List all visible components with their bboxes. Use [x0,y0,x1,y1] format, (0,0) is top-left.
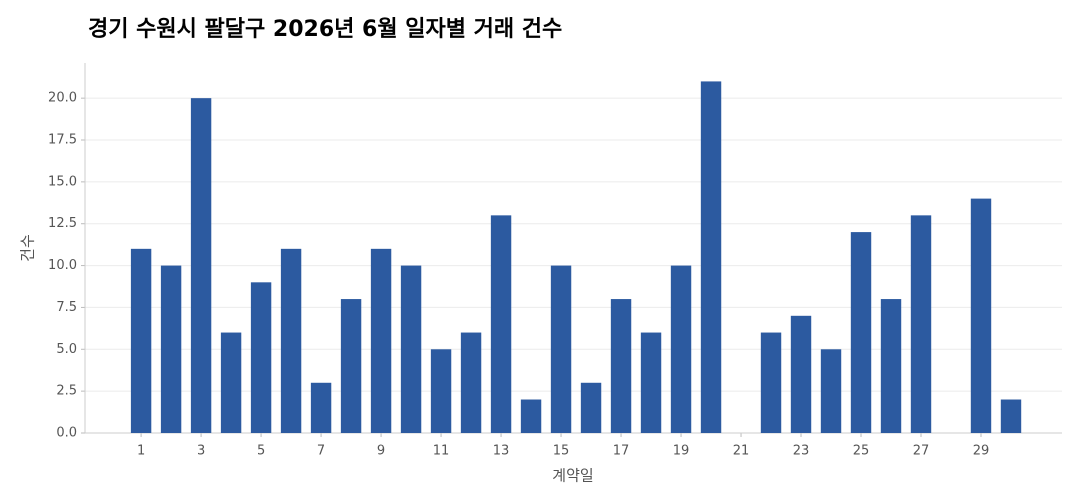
y-tick-label: 0.0 [56,426,77,441]
x-tick-label: 17 [613,444,630,459]
bar [880,299,902,433]
x-axis-label: 계약일 [552,467,593,485]
bar [400,265,422,433]
x-tick-label: 19 [673,444,690,459]
chart-title: 경기 수원시 팔달구 2026년 6월 일자별 거래 건수 [88,17,562,42]
x-tick-label: 29 [973,444,990,459]
x-tick-label: 3 [197,444,205,459]
bar [520,399,542,433]
y-tick-label: 15.0 [48,174,77,189]
bar [340,299,362,433]
x-tick-label: 13 [493,444,510,459]
bar [220,332,242,433]
x-tick-label: 1 [137,444,145,459]
bar [310,382,332,433]
bar [250,282,272,433]
bar [610,299,632,433]
y-tick-label: 5.0 [56,342,77,357]
bar [460,332,482,433]
bar [970,198,992,433]
y-tick-label: 2.5 [56,384,77,399]
x-tick-label: 9 [377,444,385,459]
bar [760,332,782,433]
bar [910,215,932,433]
y-tick-label: 20.0 [48,91,77,106]
bar [370,248,392,433]
x-tick-label: 23 [793,444,810,459]
x-tick-label: 15 [553,444,570,459]
bar [700,81,722,433]
x-tick-label: 25 [853,444,870,459]
y-tick-label: 7.5 [56,300,77,315]
x-tick-label: 5 [257,444,265,459]
bar [640,332,662,433]
bar [820,349,842,433]
y-axis-label: 건수 [19,234,37,262]
bar [670,265,692,433]
y-tick-label: 10.0 [48,258,77,273]
bar [490,215,512,433]
bar [160,265,182,433]
bar [130,248,152,433]
bar [190,98,212,433]
bar [280,248,302,433]
bar [550,265,572,433]
x-tick-label: 21 [733,444,750,459]
bar [790,315,812,433]
bar [850,232,872,433]
y-tick-label: 12.5 [48,216,77,231]
bar [430,349,452,433]
x-tick-label: 7 [317,444,325,459]
x-tick-label: 27 [913,444,930,459]
bar [1000,399,1022,433]
bar [580,382,602,433]
x-tick-label: 11 [433,444,450,459]
y-tick-label: 17.5 [48,133,77,148]
